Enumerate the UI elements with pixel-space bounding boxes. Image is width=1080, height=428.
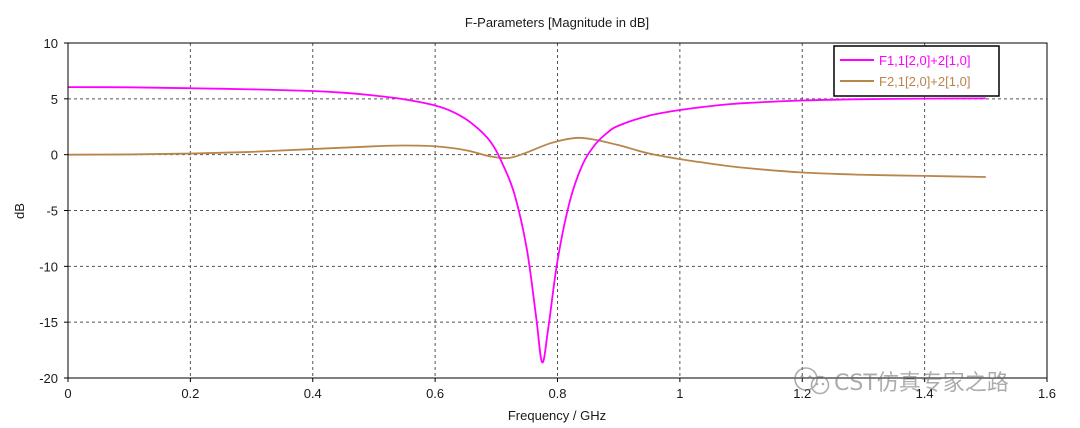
x-tick-label: 1.6 <box>1038 386 1056 401</box>
legend-box <box>833 45 1000 97</box>
wechat-icon <box>794 367 830 395</box>
watermark-text: CST仿真专家之路 <box>834 371 1009 396</box>
x-tick-label: 1 <box>676 386 683 401</box>
x-axis-label: Frequency / GHz <box>508 408 606 423</box>
x-tick-label: 1.4 <box>916 386 934 401</box>
x-tick-label: 1.2 <box>793 386 811 401</box>
y-axis-label: dB <box>12 203 27 219</box>
y-tick-label: 5 <box>51 92 58 107</box>
series-line-f21 <box>67 136 986 178</box>
x-tick-label: 0.2 <box>181 386 199 401</box>
y-tick-label: -20 <box>39 371 58 386</box>
y-tick-label: -15 <box>39 315 58 330</box>
y-tick-label: 0 <box>51 148 58 163</box>
legend-label-f21: F2,1[2,0]+2[1,0] <box>879 74 970 89</box>
series-line-f11 <box>67 86 986 364</box>
y-tick-label: -5 <box>46 204 58 219</box>
x-tick-label: 0.8 <box>548 386 566 401</box>
x-tick-label: 0.4 <box>304 386 322 401</box>
watermark: CST仿真专家之路 <box>794 367 1009 396</box>
y-tick-label: -10 <box>39 259 58 274</box>
series-layer <box>67 86 986 364</box>
chart-title: F-Parameters [Magnitude in dB] <box>465 15 649 30</box>
legend-label-f11: F1,1[2,0]+2[1,0] <box>879 53 970 68</box>
legend: F1,1[2,0]+2[1,0] F2,1[2,0]+2[1,0] <box>833 45 1000 97</box>
y-tick-label: 10 <box>44 36 58 51</box>
tick-layer: 0 0.2 0.4 0.6 0.8 1 1.2 1.4 1.6 10 5 0 -5 -10 -15 -20 <box>39 36 1056 401</box>
x-tick-label: 0 <box>64 386 71 401</box>
x-tick-label: 0.6 <box>426 386 444 401</box>
